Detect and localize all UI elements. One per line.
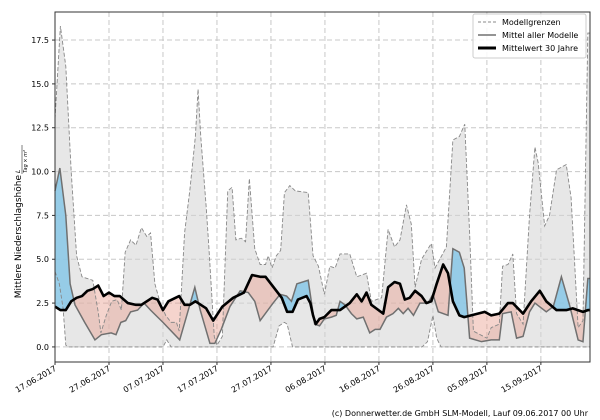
below-normal-fill: [432, 265, 451, 315]
above-normal-fill: [279, 280, 314, 318]
footer-credit: (c) Donnerwetter.de GmbH SLM-Modell, Lau…: [332, 409, 589, 418]
climate-mean-line: [54, 263, 590, 326]
legend: Modellgrenzen Mittel aller Modelle Mitte…: [472, 13, 587, 59]
upper-bound-line: [54, 25, 590, 347]
y-tick-label: 15.0: [31, 80, 49, 89]
legend-box: [472, 13, 587, 59]
y-tick-label: 0.0: [36, 343, 49, 352]
x-tick-label: 27.07.2017: [230, 364, 274, 395]
below-normal-fill: [244, 275, 280, 320]
x-tick-label: 15.09.2017: [500, 364, 544, 395]
above-normal-fill: [552, 278, 571, 311]
below-normal-fill: [198, 296, 237, 344]
x-tick-label: 17.06.2017: [14, 364, 58, 395]
y-tick-label: 7.5: [36, 211, 49, 220]
y-tick-label: 12.5: [31, 124, 49, 133]
x-tick-label: 17.07.2017: [176, 364, 220, 395]
lower-bound-line: [54, 271, 590, 348]
y-tick-label: 2.5: [36, 299, 49, 308]
y-tick-label: 5.0: [36, 255, 49, 264]
x-tick-label: 16.08.2017: [338, 364, 382, 395]
x-tick-label: 27.06.2017: [68, 364, 112, 395]
y-unit-denominator: Tag × m²: [23, 150, 29, 173]
model-bounds-band: [55, 26, 590, 347]
x-tick-label: 26.08.2017: [392, 364, 436, 395]
y-axis: 0.0 2.5 5.0 7.5 10.0 12.5 15.0 17.5: [31, 36, 55, 352]
y-axis-label: Mittlere Niederschlagshöhe L Tag × m²: [14, 145, 29, 298]
y-unit-numerator: L: [15, 170, 22, 173]
y-tick-label: 17.5: [31, 36, 49, 45]
x-tick-label: 07.07.2017: [122, 364, 166, 395]
fill-areas: [55, 26, 590, 347]
legend-label-model-mean: Mittel aller Modelle: [502, 31, 578, 40]
plot-frame: [54, 11, 591, 363]
legend-label-bounds: Modellgrenzen: [502, 18, 561, 27]
x-tick-label: 06.08.2017: [284, 364, 328, 395]
below-normal-fill: [467, 291, 553, 342]
x-axis: 17.06.2017 27.06.2017 07.07.2017 17.07.2017…: [14, 362, 544, 395]
y-tick-label: 10.0: [31, 168, 49, 177]
legend-label-climate: Mittelwert 30 Jahre: [502, 44, 578, 53]
x-tick-label: 05.09.2017: [446, 364, 490, 395]
model-mean-line: [54, 167, 590, 345]
series-lines: [54, 25, 590, 348]
y-axis-label-text: Mittlere Niederschlagshöhe: [14, 175, 24, 299]
